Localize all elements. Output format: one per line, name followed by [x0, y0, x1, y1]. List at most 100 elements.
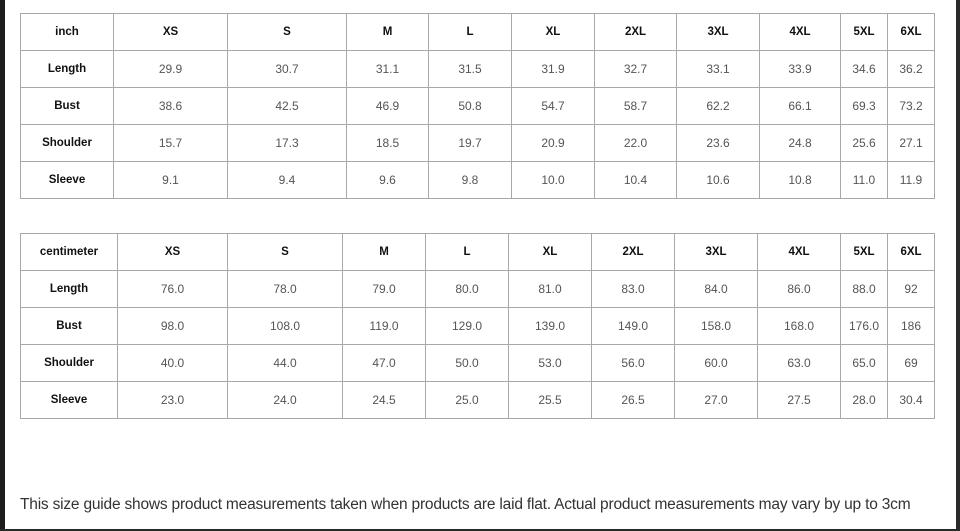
size-header: S	[227, 13, 347, 51]
measurement-cell: 62.2	[676, 87, 760, 125]
row-label: Shoulder	[20, 344, 118, 382]
measurement-cell: 84.0	[674, 270, 758, 308]
row-label: Length	[20, 270, 118, 308]
table-row: Bust 98.0 108.0 119.0 129.0 139.0 149.0 158.0 16…	[20, 307, 935, 345]
measurement-cell: 11.9	[887, 161, 935, 199]
measurement-cell: 10.4	[594, 161, 677, 199]
measurement-cell: 73.2	[887, 87, 935, 125]
measurement-cell: 34.6	[840, 50, 888, 88]
measurement-cell: 56.0	[591, 344, 675, 382]
measurement-cell: 46.9	[346, 87, 429, 125]
measurement-cell: 108.0	[227, 307, 343, 345]
measurement-cell: 79.0	[342, 270, 426, 308]
size-header: 4XL	[757, 233, 841, 271]
measurement-cell: 119.0	[342, 307, 426, 345]
measurement-cell: 23.6	[676, 124, 760, 162]
measurement-cell: 25.0	[425, 381, 509, 419]
size-header: M	[346, 13, 429, 51]
size-header: 2XL	[594, 13, 677, 51]
measurement-cell: 31.9	[511, 50, 595, 88]
header-row: inch XS S M L XL 2XL 3XL 4XL 5XL 6XL	[20, 13, 935, 51]
size-header: 3XL	[676, 13, 760, 51]
measurement-cell: 50.0	[425, 344, 509, 382]
measurement-cell: 27.1	[887, 124, 935, 162]
measurement-cell: 58.7	[594, 87, 677, 125]
size-header: M	[342, 233, 426, 271]
table-row: Sleeve 9.1 9.4 9.6 9.8 10.0 10.4 10.6 10.8 11.0 11…	[20, 161, 935, 199]
measurement-cell: 78.0	[227, 270, 343, 308]
size-header: XL	[511, 13, 595, 51]
measurement-cell: 27.0	[674, 381, 758, 419]
measurement-cell: 60.0	[674, 344, 758, 382]
bottom-edge	[0, 529, 960, 531]
measurement-cell: 30.7	[227, 50, 347, 88]
measurement-cell: 83.0	[591, 270, 675, 308]
measurement-cell: 176.0	[840, 307, 888, 345]
row-label: Bust	[20, 307, 118, 345]
measurement-cell: 69.3	[840, 87, 888, 125]
measurement-cell: 65.0	[840, 344, 888, 382]
table-row: Shoulder 15.7 17.3 18.5 19.7 20.9 22.0 23.6 24.8…	[20, 124, 935, 162]
measurement-cell: 9.8	[428, 161, 512, 199]
table-row: Shoulder 40.0 44.0 47.0 50.0 53.0 56.0 60.0 63.0…	[20, 344, 935, 382]
measurement-cell: 18.5	[346, 124, 429, 162]
size-header: S	[227, 233, 343, 271]
measurement-cell: 19.7	[428, 124, 512, 162]
measurement-cell: 42.5	[227, 87, 347, 125]
size-table-centimeter: centimeter XS S M L XL 2XL 3XL 4XL 5XL 6XL Length 76…	[20, 233, 935, 419]
measurement-cell: 10.8	[759, 161, 841, 199]
measurement-cell: 36.2	[887, 50, 935, 88]
measurement-cell: 86.0	[757, 270, 841, 308]
measurement-cell: 22.0	[594, 124, 677, 162]
measurement-cell: 17.3	[227, 124, 347, 162]
measurement-cell: 63.0	[757, 344, 841, 382]
size-header: 6XL	[887, 233, 935, 271]
measurement-cell: 69	[887, 344, 935, 382]
measurement-cell: 81.0	[508, 270, 592, 308]
measurement-cell: 24.8	[759, 124, 841, 162]
table-row: Length 76.0 78.0 79.0 80.0 81.0 83.0 84.0 86.0 88…	[20, 270, 935, 308]
measurement-cell: 44.0	[227, 344, 343, 382]
measurement-cell: 54.7	[511, 87, 595, 125]
measurement-cell: 98.0	[117, 307, 228, 345]
size-header: 5XL	[840, 233, 888, 271]
right-edge	[956, 0, 960, 531]
measurement-cell: 9.4	[227, 161, 347, 199]
measurement-cell: 149.0	[591, 307, 675, 345]
measurement-cell: 9.6	[346, 161, 429, 199]
measurement-cell: 25.6	[840, 124, 888, 162]
row-label: Bust	[20, 87, 114, 125]
size-header: 2XL	[591, 233, 675, 271]
measurement-cell: 92	[887, 270, 935, 308]
measurement-cell: 40.0	[117, 344, 228, 382]
unit-header: inch	[20, 13, 114, 51]
measurement-cell: 50.8	[428, 87, 512, 125]
table-row: Sleeve 23.0 24.0 24.5 25.0 25.5 26.5 27.0 27.5 28…	[20, 381, 935, 419]
measurement-cell: 26.5	[591, 381, 675, 419]
measurement-cell: 47.0	[342, 344, 426, 382]
measurement-cell: 23.0	[117, 381, 228, 419]
measurement-cell: 15.7	[113, 124, 228, 162]
measurement-cell: 27.5	[757, 381, 841, 419]
size-header: XS	[113, 13, 228, 51]
measurement-cell: 11.0	[840, 161, 888, 199]
size-header: 6XL	[887, 13, 935, 51]
size-header: L	[428, 13, 512, 51]
measurement-cell: 33.1	[676, 50, 760, 88]
measurement-cell: 10.0	[511, 161, 595, 199]
measurement-cell: 31.1	[346, 50, 429, 88]
size-header: 4XL	[759, 13, 841, 51]
table-row: Length 29.9 30.7 31.1 31.5 31.9 32.7 33.1 33.9 34…	[20, 50, 935, 88]
size-header: 5XL	[840, 13, 888, 51]
measurement-cell: 88.0	[840, 270, 888, 308]
measurement-cell: 139.0	[508, 307, 592, 345]
size-table-inch: inch XS S M L XL 2XL 3XL 4XL 5XL 6XL Length 29.9 30.7…	[20, 13, 935, 199]
size-header: XL	[508, 233, 592, 271]
measurement-cell: 29.9	[113, 50, 228, 88]
measurement-cell: 158.0	[674, 307, 758, 345]
measurement-cell: 30.4	[887, 381, 935, 419]
header-row: centimeter XS S M L XL 2XL 3XL 4XL 5XL 6XL	[20, 233, 935, 271]
measurement-cell: 31.5	[428, 50, 512, 88]
measurement-cell: 76.0	[117, 270, 228, 308]
measurement-cell: 33.9	[759, 50, 841, 88]
